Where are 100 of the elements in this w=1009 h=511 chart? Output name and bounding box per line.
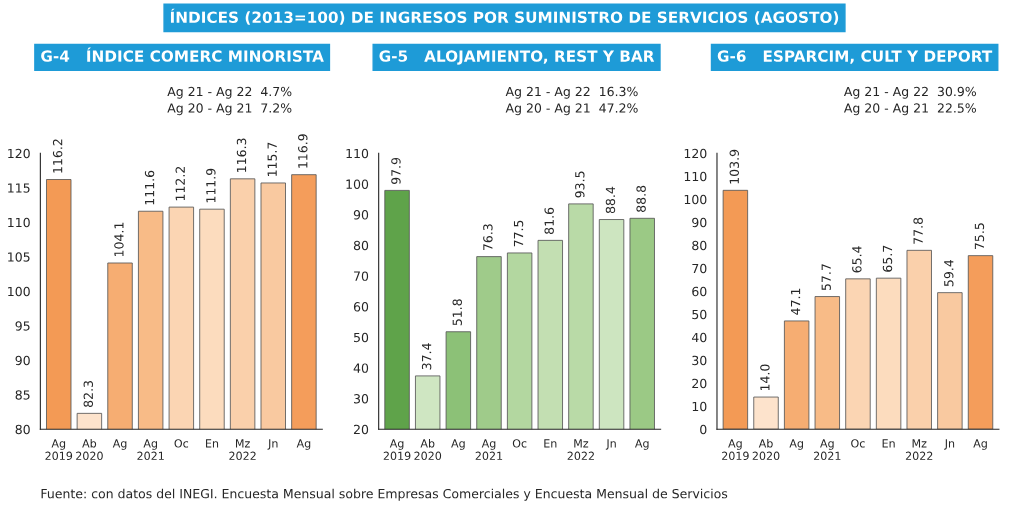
x-tick-label: Ag 2021 (813, 439, 841, 460)
x-tick-label: Ag 2019 (45, 439, 73, 460)
data-label: 81.6 (544, 207, 554, 234)
data-label: 77.8 (913, 217, 923, 244)
x-tick-label: Jn (944, 439, 955, 450)
y-tick-label: 120 (684, 148, 707, 159)
chart-title: G-6 ESPARCIM, CULT Y DEPORT (717, 50, 993, 64)
bar (875, 277, 902, 430)
y-tick-label: 20 (692, 378, 707, 389)
x-tick-label: Ag (296, 439, 311, 450)
y-tick-label: 100 (346, 179, 369, 189)
y-tick-label: 110 (346, 148, 369, 159)
y-tick-label: 20 (353, 424, 369, 435)
x-tick-label: Ag 2019 (722, 439, 749, 460)
y-tick-label: 30 (354, 394, 369, 404)
x-tick-label: Ag (973, 439, 987, 450)
y-tick-label: 0 (700, 424, 707, 435)
data-label: 93.5 (575, 171, 585, 198)
y-tick-label: 105 (8, 252, 30, 262)
x-tick-label: Oc (174, 439, 189, 448)
y-tick-label: 60 (353, 302, 369, 312)
bar (845, 278, 871, 430)
x-tick-label: Oc (512, 439, 527, 448)
x-tick-label: Oc (851, 439, 865, 448)
data-label: 115.7 (267, 142, 277, 177)
y-tick-label: 40 (691, 332, 707, 343)
y-tick-label: 50 (354, 332, 369, 343)
y-tick-label: 85 (15, 390, 30, 400)
data-label: 47.1 (790, 288, 801, 315)
bar (906, 249, 932, 430)
data-label: 111.6 (144, 170, 155, 205)
data-label: 75.5 (974, 223, 985, 250)
x-tick-label: Jn (605, 439, 616, 450)
data-label: 88.4 (605, 186, 616, 214)
bar (967, 255, 994, 430)
data-label: 116.9 (298, 134, 308, 168)
y-tick-label: 90 (692, 217, 707, 228)
data-label: 65.7 (882, 245, 893, 272)
data-label: 116.3 (236, 138, 247, 172)
data-label: 111.9 (206, 168, 216, 203)
y-tick-label: 80 (353, 240, 369, 251)
y-tick-label: 30 (692, 355, 707, 366)
y-tick-label: 80 (692, 240, 707, 251)
x-tick-label: Ag (789, 439, 803, 450)
x-tick-label: En (544, 439, 557, 448)
x-tick-label: En (206, 439, 219, 448)
x-tick-label: Ab 2020 (414, 438, 442, 460)
y-tick-label: 110 (684, 171, 707, 182)
y-tick-label: 115 (8, 183, 30, 193)
x-tick-label: Ag (112, 439, 127, 450)
data-label: 59.4 (944, 259, 954, 287)
text: Ag 20 - Ag 21 47.2% (505, 103, 638, 116)
text: Ag 21 - Ag 22 4.7% (167, 86, 292, 99)
text: Ag 20 - Ag 21 22.5% (843, 103, 976, 116)
y-tick-label: 120 (8, 148, 30, 159)
data-label: 65.4 (852, 246, 862, 273)
chart-title: G-5 ALOJAMIENTO, REST Y BAR (379, 50, 655, 65)
y-tick-label: 80 (15, 424, 30, 435)
bar (937, 292, 963, 430)
text: Ag 21 - Ag 22 30.9% (843, 86, 976, 99)
y-tick-label: 60 (692, 286, 707, 297)
data-label: 88.8 (636, 185, 646, 212)
bar (722, 189, 749, 430)
y-tick-label: 40 (353, 363, 369, 373)
chart-title: G-4 ÍNDICE COMERC MINORISTA (41, 47, 324, 62)
bar (753, 396, 779, 430)
x-tick-label: Ab 2020 (752, 438, 780, 460)
y-tick-label: 90 (353, 210, 369, 220)
y-tick-label: 70 (692, 263, 707, 274)
x-tick-label: Ag 2019 (383, 439, 411, 460)
text: Ag 20 - Ag 21 7.2% (167, 103, 292, 116)
text: ÍNDICES (2013=100) DE INGRESOS POR SUMINISTRO DE SERVICIOS (AGOSTO) (170, 8, 839, 25)
x-tick-label: Mz 2022 (567, 439, 594, 460)
data-label: 97.9 (391, 157, 401, 185)
y-tick-label: 95 (15, 321, 30, 331)
data-label: 77.5 (513, 220, 524, 247)
data-label: 76.3 (483, 224, 493, 251)
x-tick-label: Mz 2022 (229, 439, 256, 460)
x-tick-label: Jn (267, 439, 278, 450)
y-tick-label: 110 (8, 217, 30, 228)
x-tick-label: Ag 2021 (475, 439, 503, 460)
x-tick-label: En (882, 439, 895, 448)
data-label: 103.9 (729, 149, 739, 184)
data-label: 82.3 (83, 380, 94, 407)
x-tick-label: Ag (451, 439, 465, 450)
source-note: Fuente: con datos del INEGI. Encuesta Mensual sobre Empresas Comerciales y Encuesta Mensual de Servicios (41, 488, 728, 501)
y-tick-label: 100 (684, 194, 707, 205)
data-label: 57.7 (821, 264, 831, 291)
data-label: 37.4 (421, 343, 432, 370)
data-label: 104.1 (114, 222, 124, 257)
data-label: 14.0 (760, 364, 770, 391)
x-tick-label: Ag (634, 439, 649, 450)
text: Ag 21 - Ag 22 16.3% (505, 86, 638, 99)
data-label: 112.2 (175, 167, 185, 201)
y-tick-label: 100 (8, 286, 30, 297)
bar (814, 296, 840, 430)
x-tick-label: Mz 2022 (905, 439, 933, 460)
y-tick-label: 70 (354, 271, 369, 281)
bar (783, 320, 810, 430)
data-label: 116.2 (52, 139, 63, 173)
